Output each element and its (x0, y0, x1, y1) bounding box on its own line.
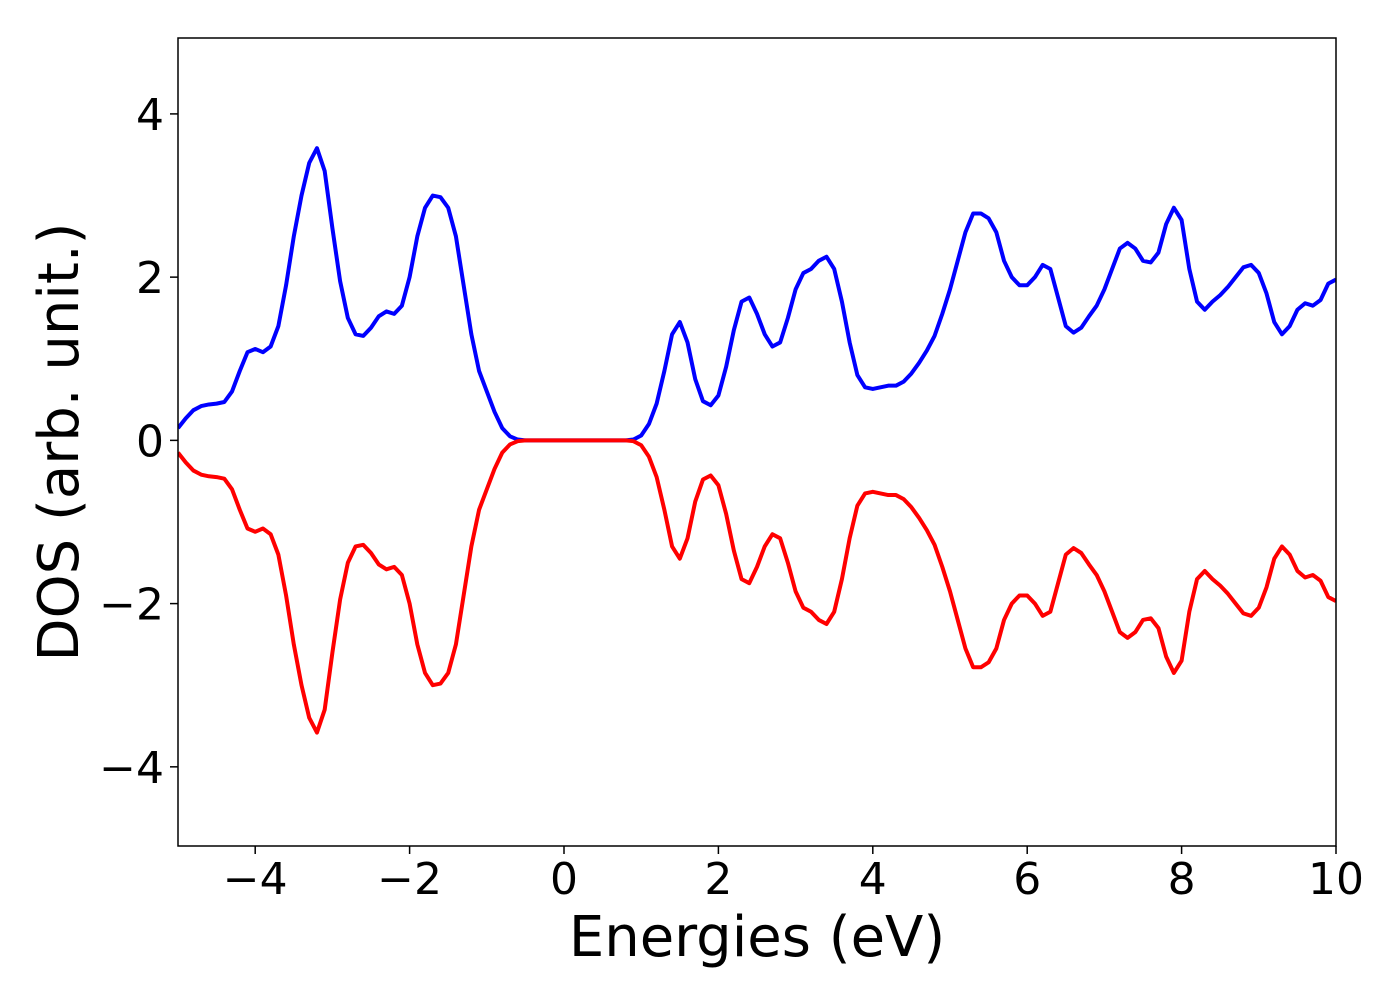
series-line (178, 146, 1336, 443)
x-tick-label: 10 (1308, 854, 1364, 905)
plot-frame (177, 37, 1337, 847)
y-tick-label: 2 (136, 253, 164, 304)
x-axis-label: Energies (eV) (569, 905, 945, 970)
x-tick-label: −2 (377, 854, 442, 905)
x-tick-label: 6 (1013, 854, 1041, 905)
y-tick-label: 4 (136, 90, 164, 141)
x-tick-label: 2 (704, 854, 732, 905)
y-tick-label: −2 (99, 580, 164, 631)
x-tick-label: −4 (223, 854, 288, 905)
y-axis-label: DOS (arb. unit.) (27, 222, 92, 661)
x-tick-label: 4 (859, 854, 887, 905)
y-tick-label: 0 (136, 416, 164, 467)
series-line (178, 438, 1336, 735)
y-tick-label: −4 (99, 743, 164, 794)
x-tick-label: 8 (1168, 854, 1196, 905)
x-tick-label: 0 (550, 854, 578, 905)
